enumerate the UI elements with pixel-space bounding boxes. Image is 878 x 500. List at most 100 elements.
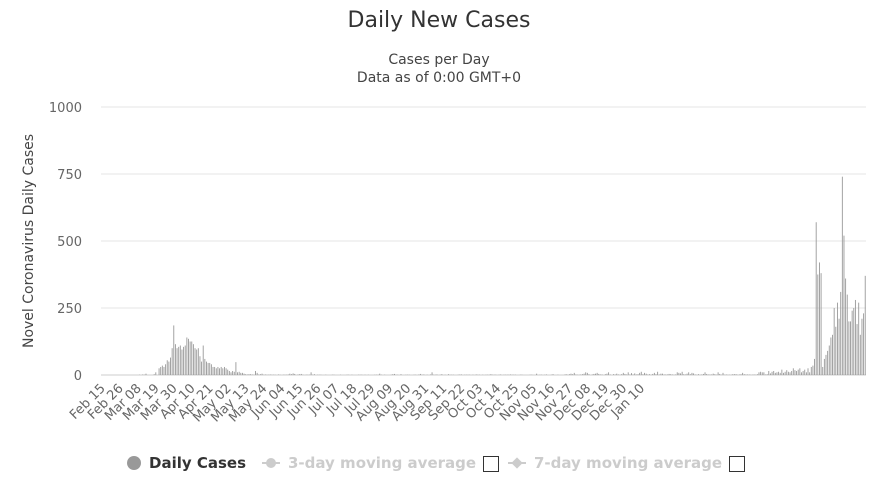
bar-daily-cases[interactable] <box>228 370 230 375</box>
bar-daily-cases[interactable] <box>676 372 678 375</box>
bar-daily-cases[interactable] <box>232 370 234 375</box>
bar-daily-cases[interactable] <box>662 373 663 375</box>
bar-daily-cases[interactable] <box>792 368 794 375</box>
bar-daily-cases[interactable] <box>794 370 796 375</box>
bar-daily-cases[interactable] <box>817 274 819 376</box>
bar-daily-cases[interactable] <box>740 374 742 375</box>
bar-daily-cases[interactable] <box>734 374 735 375</box>
bar-daily-cases[interactable] <box>184 345 186 375</box>
bar-daily-cases[interactable] <box>500 374 502 375</box>
bar-daily-cases[interactable] <box>735 374 737 375</box>
bar-daily-cases[interactable] <box>745 374 747 375</box>
bar-daily-cases[interactable] <box>490 374 492 375</box>
bar-daily-cases[interactable] <box>289 373 291 375</box>
bar-daily-cases[interactable] <box>856 324 858 375</box>
bar-daily-cases[interactable] <box>245 374 247 375</box>
bar-daily-cases[interactable] <box>299 374 301 375</box>
bar-daily-cases[interactable] <box>243 373 245 375</box>
bar-daily-cases[interactable] <box>291 374 292 375</box>
bar-daily-cases[interactable] <box>637 374 639 375</box>
bar-daily-cases[interactable] <box>635 374 637 375</box>
bar-daily-cases[interactable] <box>848 321 850 375</box>
bar-daily-cases[interactable] <box>199 356 201 375</box>
bar-daily-cases[interactable] <box>420 373 422 375</box>
bar-daily-cases[interactable] <box>838 318 840 375</box>
bar-daily-cases[interactable] <box>572 374 574 375</box>
bar-daily-cases[interactable] <box>431 372 433 375</box>
bar-daily-cases[interactable] <box>787 371 789 375</box>
bar-daily-cases[interactable] <box>297 374 299 375</box>
bar-daily-cases[interactable] <box>631 373 632 375</box>
bar-daily-cases[interactable] <box>822 366 824 375</box>
bar-daily-cases[interactable] <box>640 371 642 375</box>
bar-daily-cases[interactable] <box>238 371 240 375</box>
bar-daily-cases[interactable] <box>621 374 623 375</box>
bar-daily-cases[interactable] <box>663 374 665 375</box>
bar-daily-cases[interactable] <box>717 372 719 375</box>
bar-daily-cases[interactable] <box>568 374 570 375</box>
bar-daily-cases[interactable] <box>240 372 242 375</box>
bar-daily-cases[interactable] <box>853 308 855 375</box>
bar-daily-cases[interactable] <box>804 369 806 375</box>
bar-daily-cases[interactable] <box>812 365 814 375</box>
bar-daily-cases[interactable] <box>854 299 856 375</box>
bar-daily-cases[interactable] <box>688 372 690 375</box>
bar-daily-cases[interactable] <box>210 364 212 375</box>
bar-daily-cases[interactable] <box>845 278 847 375</box>
bar-daily-cases[interactable] <box>632 374 634 375</box>
bar-daily-cases[interactable] <box>586 372 588 375</box>
bar-daily-cases[interactable] <box>202 345 204 375</box>
bar-daily-cases[interactable] <box>588 374 590 375</box>
bar-daily-cases[interactable] <box>197 348 199 375</box>
bar-daily-cases[interactable] <box>840 291 842 375</box>
bar-daily-cases[interactable] <box>763 372 765 375</box>
bar-daily-cases[interactable] <box>215 368 217 375</box>
bar-daily-cases[interactable] <box>423 374 425 375</box>
bar-daily-cases[interactable] <box>684 374 686 375</box>
bar-daily-cases[interactable] <box>681 371 683 375</box>
bar-daily-cases[interactable] <box>575 374 577 375</box>
bar-daily-cases[interactable] <box>300 373 302 375</box>
bar-daily-cases[interactable] <box>573 372 575 375</box>
bar-daily-cases[interactable] <box>176 348 178 375</box>
bar-daily-cases[interactable] <box>158 368 160 375</box>
bar-daily-cases[interactable] <box>686 373 688 375</box>
bar-daily-cases[interactable] <box>714 374 716 375</box>
bar-daily-cases[interactable] <box>248 374 250 375</box>
bar-daily-cases[interactable] <box>259 374 261 375</box>
legend-item-daily-cases[interactable]: Daily Cases <box>127 452 246 474</box>
bar-daily-cases[interactable] <box>846 294 848 375</box>
bar-daily-cases[interactable] <box>379 373 381 375</box>
bar-daily-cases[interactable] <box>217 366 219 375</box>
bar-daily-cases[interactable] <box>791 370 793 375</box>
bar-daily-cases[interactable] <box>595 373 596 375</box>
bar-daily-cases[interactable] <box>585 372 587 375</box>
bar-daily-cases[interactable] <box>644 372 645 375</box>
bar-daily-cases[interactable] <box>774 372 776 375</box>
bar-daily-cases[interactable] <box>639 372 641 375</box>
bar-daily-cases[interactable] <box>179 345 181 375</box>
bar-daily-cases[interactable] <box>827 350 829 375</box>
bar-daily-cases[interactable] <box>836 302 838 375</box>
bar-daily-cases[interactable] <box>447 374 449 375</box>
bar-daily-cases[interactable] <box>627 372 629 375</box>
legend-item-7-day-average[interactable]: 7-day moving average <box>508 452 722 474</box>
bar-daily-cases[interactable] <box>786 370 788 375</box>
bar-daily-cases[interactable] <box>189 341 191 376</box>
bar-daily-cases[interactable] <box>292 373 294 375</box>
bar-daily-cases[interactable] <box>181 349 183 375</box>
bar-daily-cases[interactable] <box>722 372 724 375</box>
bar-daily-cases[interactable] <box>294 373 296 375</box>
bar-daily-cases[interactable] <box>863 313 865 375</box>
bar-daily-cases[interactable] <box>400 374 402 375</box>
bar-series-daily-cases[interactable] <box>139 176 866 376</box>
bar-daily-cases[interactable] <box>819 262 820 375</box>
bar-daily-cases[interactable] <box>394 373 395 375</box>
bar-daily-cases[interactable] <box>606 373 608 375</box>
bar-daily-cases[interactable] <box>668 373 670 375</box>
bar-daily-cases[interactable] <box>165 364 167 375</box>
bar-daily-cases[interactable] <box>256 372 258 375</box>
bar-daily-cases[interactable] <box>694 374 696 375</box>
bar-daily-cases[interactable] <box>701 374 703 375</box>
bar-daily-cases[interactable] <box>250 374 252 375</box>
